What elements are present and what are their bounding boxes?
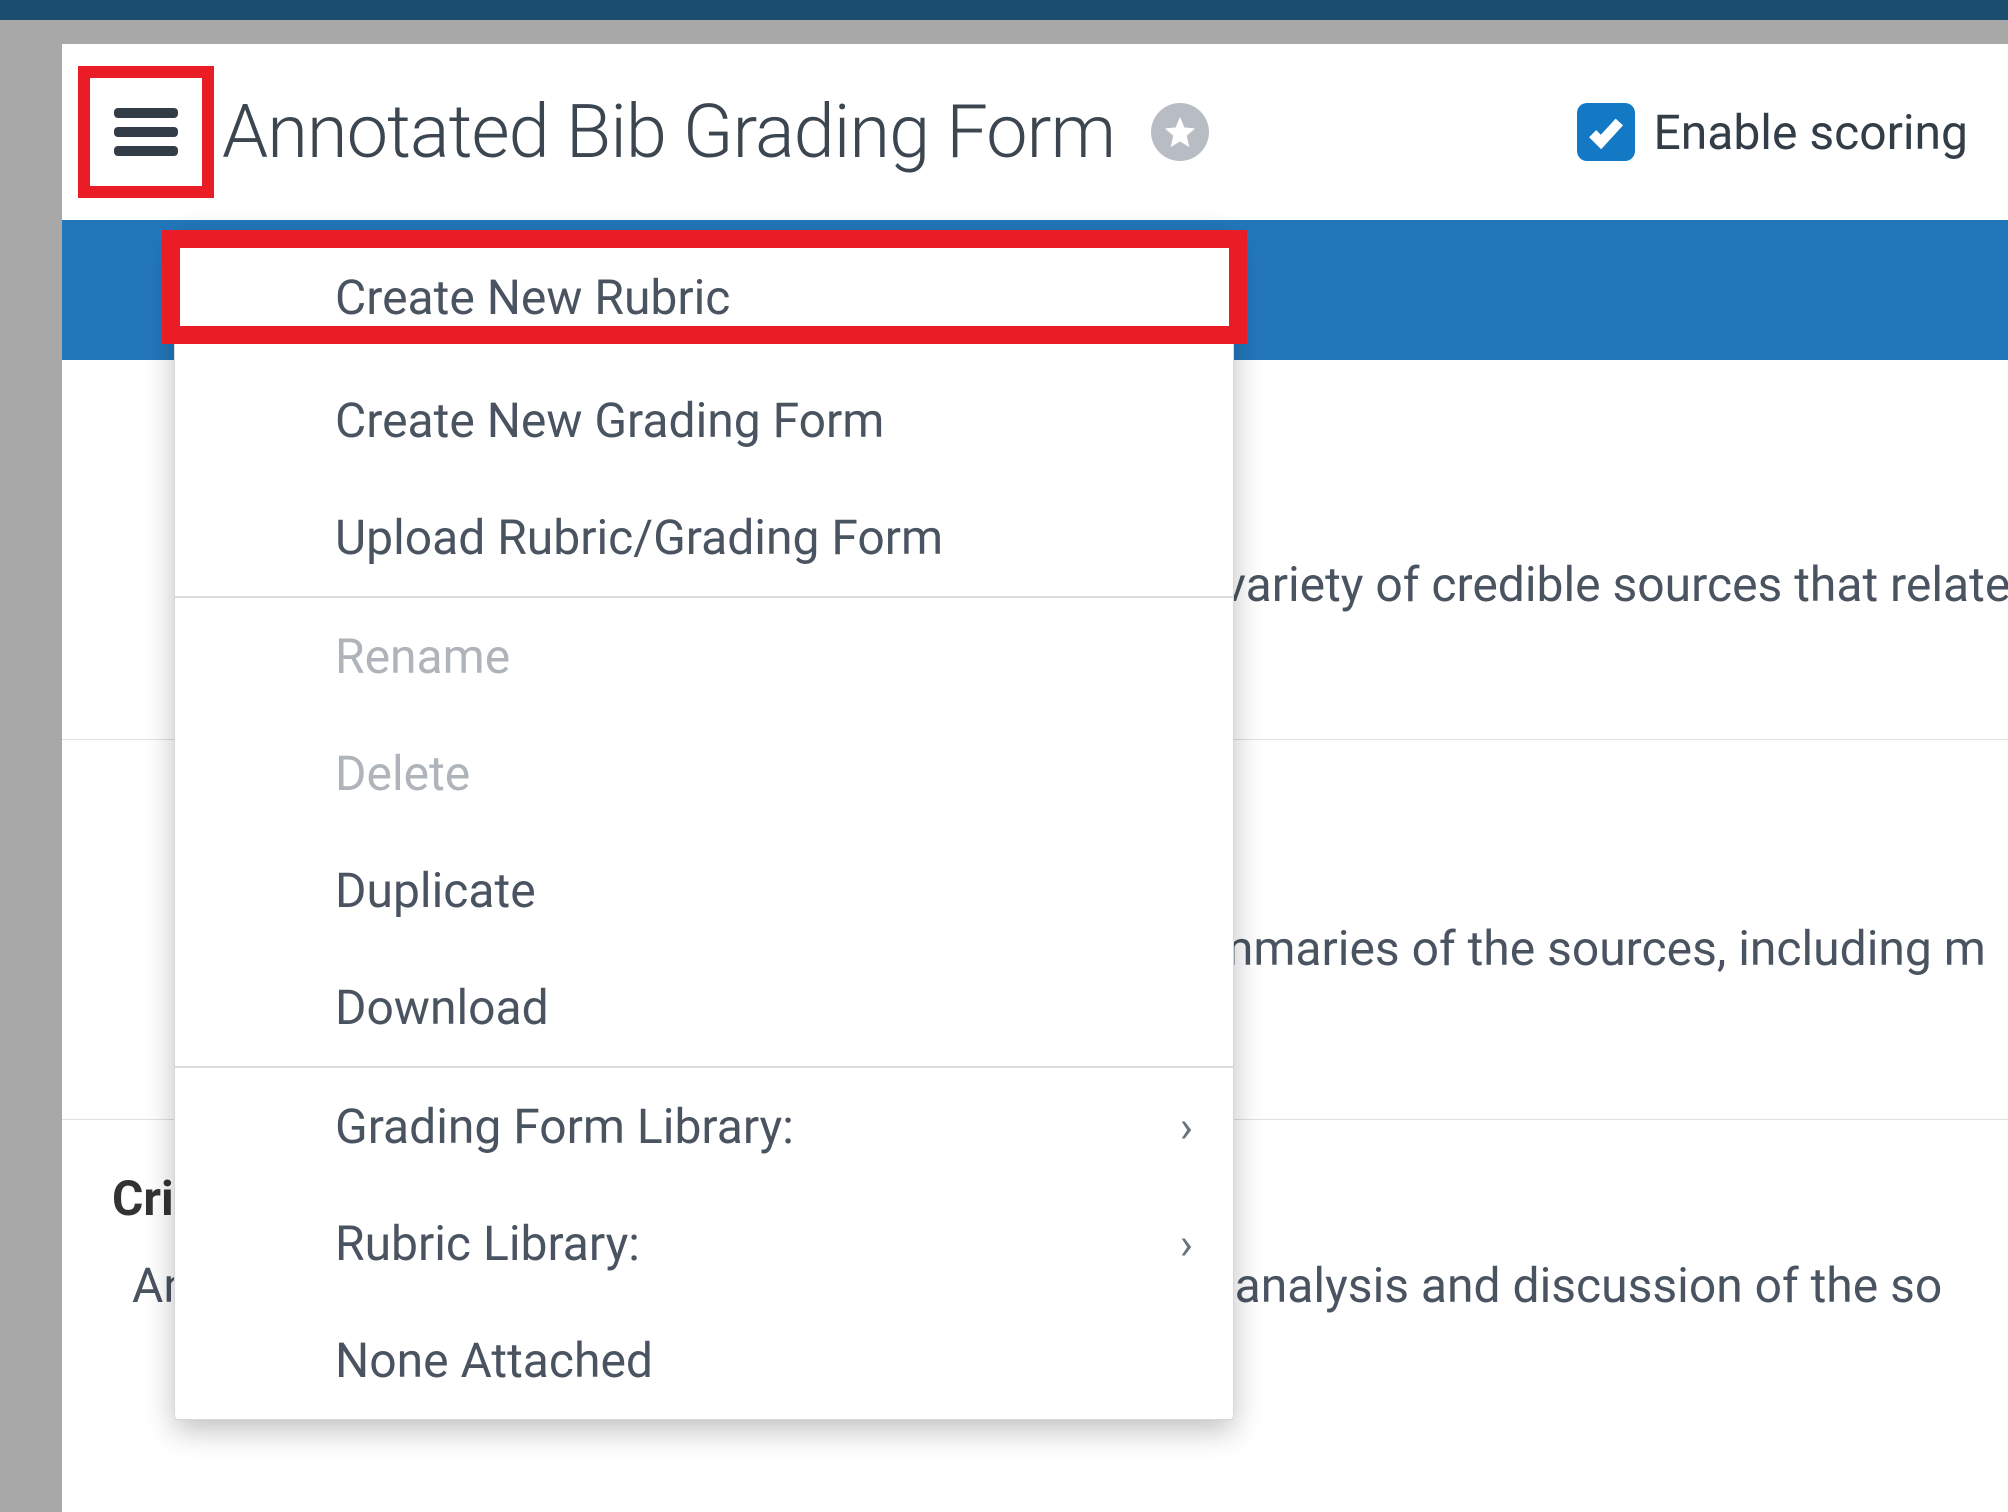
header-row: Annotated Bib Grading Form Enable scorin… xyxy=(62,44,2008,220)
menu-item-label: Grading Form Library: xyxy=(335,1098,794,1155)
page-title: Annotated Bib Grading Form xyxy=(222,89,1115,176)
hamburger-menu-button[interactable] xyxy=(90,78,202,186)
menu-grading-form-library[interactable]: Grading Form Library: › xyxy=(175,1068,1233,1185)
menu-create-new-grading-form[interactable]: Create New Grading Form xyxy=(175,362,1233,479)
menu-item-label: Duplicate xyxy=(335,862,536,919)
menu-delete[interactable]: Delete xyxy=(175,715,1233,832)
menu-item-label: Delete xyxy=(335,745,470,802)
top-bar xyxy=(0,0,2008,20)
menu-rubric-library[interactable]: Rubric Library: › xyxy=(175,1185,1233,1302)
menu-rename[interactable]: Rename xyxy=(175,598,1233,715)
header-right: Enable scoring xyxy=(1577,103,1968,161)
menu-create-new-rubric[interactable]: Create New Rubric xyxy=(175,231,1233,362)
chevron-right-icon: › xyxy=(1180,1218,1193,1270)
menu-none-attached[interactable]: None Attached xyxy=(175,1302,1233,1419)
menu-item-label: Upload Rubric/Grading Form xyxy=(335,509,943,566)
menu-item-label: Rename xyxy=(335,628,510,685)
chevron-right-icon: › xyxy=(1180,1101,1193,1153)
menu-item-label: Rubric Library: xyxy=(335,1215,640,1272)
menu-item-label: None Attached xyxy=(335,1332,653,1389)
hamburger-dropdown: Create New Rubric Create New Grading For… xyxy=(174,230,1234,1420)
menu-item-label: Download xyxy=(335,979,549,1036)
menu-item-label: Create New Rubric xyxy=(335,269,730,326)
star-icon[interactable] xyxy=(1151,103,1209,161)
menu-item-label: Create New Grading Form xyxy=(335,392,884,449)
description-text-2: summaries of the sources, including m xyxy=(1160,920,1986,977)
menu-upload-rubric-grading-form[interactable]: Upload Rubric/Grading Form xyxy=(175,479,1233,598)
hamburger-icon xyxy=(114,108,178,156)
description-text-1: s a variety of credible sources that rel… xyxy=(1148,556,2008,613)
enable-scoring-label: Enable scoring xyxy=(1653,104,1968,161)
hamburger-highlight xyxy=(78,66,214,198)
enable-scoring-checkbox[interactable] xyxy=(1577,103,1635,161)
main-panel: Annotated Bib Grading Form Enable scorin… xyxy=(62,44,2008,1512)
menu-download[interactable]: Download xyxy=(175,949,1233,1068)
menu-duplicate[interactable]: Duplicate xyxy=(175,832,1233,949)
